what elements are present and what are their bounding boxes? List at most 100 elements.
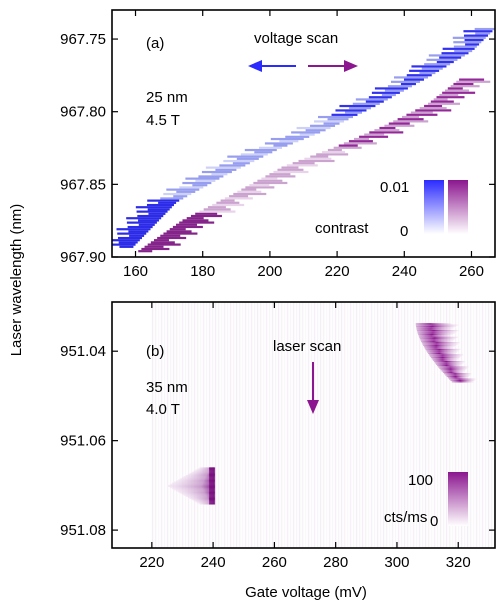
trace-blue-segment <box>406 74 432 77</box>
trace-blue-segment <box>195 179 216 182</box>
trace-blue-segment <box>185 177 220 180</box>
trace-purple-segment <box>316 153 349 156</box>
trace-blue-segment <box>136 210 168 213</box>
trace-blue-segment <box>452 36 486 39</box>
feature-left-line <box>179 478 216 480</box>
noise-column <box>439 302 442 548</box>
trace-purple-segment <box>286 164 318 167</box>
feature-right-line <box>430 356 461 359</box>
trace-purple-segment <box>190 214 222 218</box>
noise-column <box>196 302 199 548</box>
trace-purple-segment <box>364 133 385 136</box>
trace-blue-segment <box>463 30 493 33</box>
trace-blue-segment <box>344 111 362 114</box>
trace-purple-segment <box>428 102 461 105</box>
trace-blue-segment <box>428 54 465 57</box>
noise-column <box>331 302 334 548</box>
trace-purple-segment <box>424 104 443 108</box>
trace-blue-segment <box>173 195 188 198</box>
trace-blue-segment <box>368 96 392 99</box>
trace-blue-segment <box>166 188 200 191</box>
purple-arrow-head <box>344 60 358 72</box>
y-tick-label: 967.75 <box>60 31 106 48</box>
panel-b-y-ticks: 951.04 951.06 951.08 <box>60 343 495 539</box>
feature-left-core <box>209 501 215 503</box>
feature-left-core <box>209 499 215 501</box>
noise-column <box>340 302 343 548</box>
noise-column <box>229 302 232 548</box>
noise-column <box>187 302 190 548</box>
feature-left-core <box>209 485 215 488</box>
feature-left-line <box>173 481 216 483</box>
noise-column <box>169 302 172 548</box>
trace-blue-segment <box>394 76 429 79</box>
feature-left-line <box>191 499 216 501</box>
noise-column <box>226 302 229 548</box>
feature-left-core <box>209 494 215 496</box>
noise-column <box>166 302 169 548</box>
trace-purple-segment <box>169 228 186 231</box>
trace-blue-segment <box>205 166 241 169</box>
trace-blue-segment <box>146 203 174 207</box>
noise-column <box>175 302 178 548</box>
trace-purple-segment <box>172 225 203 229</box>
noise-column <box>172 302 175 548</box>
feature-left-line <box>175 490 216 492</box>
noise-column <box>352 302 355 548</box>
panel-a-x-ticks: 160 180 200 220 240 260 <box>123 10 484 280</box>
trace-purple-segment <box>212 203 245 207</box>
panel-a-frame <box>111 9 496 258</box>
feature-left-line <box>189 497 216 500</box>
trace-purple-segment <box>199 210 236 213</box>
feature-right-line <box>444 373 472 375</box>
noise-column <box>454 302 457 548</box>
noise-column <box>250 302 253 548</box>
noise-column <box>181 302 184 548</box>
panel-b-thickness: 35 nm <box>146 379 188 396</box>
trace-purple-segment <box>402 115 420 119</box>
feature-right-line <box>445 374 471 376</box>
trace-purple-segment <box>176 223 198 226</box>
feature-left-core <box>209 490 215 492</box>
trace-blue-segment <box>475 32 491 35</box>
colorbar-blue <box>424 180 444 234</box>
feature-left-line <box>175 480 216 482</box>
noise-column <box>274 302 277 548</box>
feature-left-core <box>209 488 215 490</box>
trace-purple-segment <box>166 230 192 233</box>
noise-column <box>391 302 394 548</box>
feature-right-line <box>423 344 457 346</box>
feature-right-line <box>418 335 451 337</box>
feature-right-line <box>434 362 464 364</box>
trace-blue-segment <box>439 56 462 59</box>
trace-blue-segment <box>327 118 349 121</box>
feature-left-core <box>209 493 215 495</box>
feature-left-line <box>179 492 216 494</box>
panel-b-frame <box>111 301 496 549</box>
trace-purple-segment <box>257 179 283 182</box>
trace-blue-segment <box>127 225 153 229</box>
noise-column <box>451 302 454 548</box>
trace-purple-segment <box>374 129 400 132</box>
noise-column <box>424 302 427 548</box>
feature-left-line <box>173 489 216 491</box>
noise-column <box>280 302 283 548</box>
panel-b-x-ticks: 220 240 260 280 300 320 <box>139 302 471 571</box>
trace-purple-segment <box>369 131 404 134</box>
trace-blue-segment <box>352 102 380 105</box>
trace-blue-segment <box>192 184 208 187</box>
feature-left-core <box>209 492 215 494</box>
trace-blue-segment <box>387 85 412 88</box>
panel-b-scan-label: laser scan <box>273 338 341 355</box>
noise-column <box>361 302 364 548</box>
feature-left-line <box>181 493 216 495</box>
trace-purple-segment <box>310 155 329 158</box>
trace-purple-segment <box>237 190 262 193</box>
trace-purple-segment <box>249 184 270 187</box>
trace-purple-segment <box>430 100 454 103</box>
noise-column <box>304 302 307 548</box>
feature-left-core <box>209 470 215 472</box>
noise-column <box>241 302 244 548</box>
noise-column <box>208 302 211 548</box>
